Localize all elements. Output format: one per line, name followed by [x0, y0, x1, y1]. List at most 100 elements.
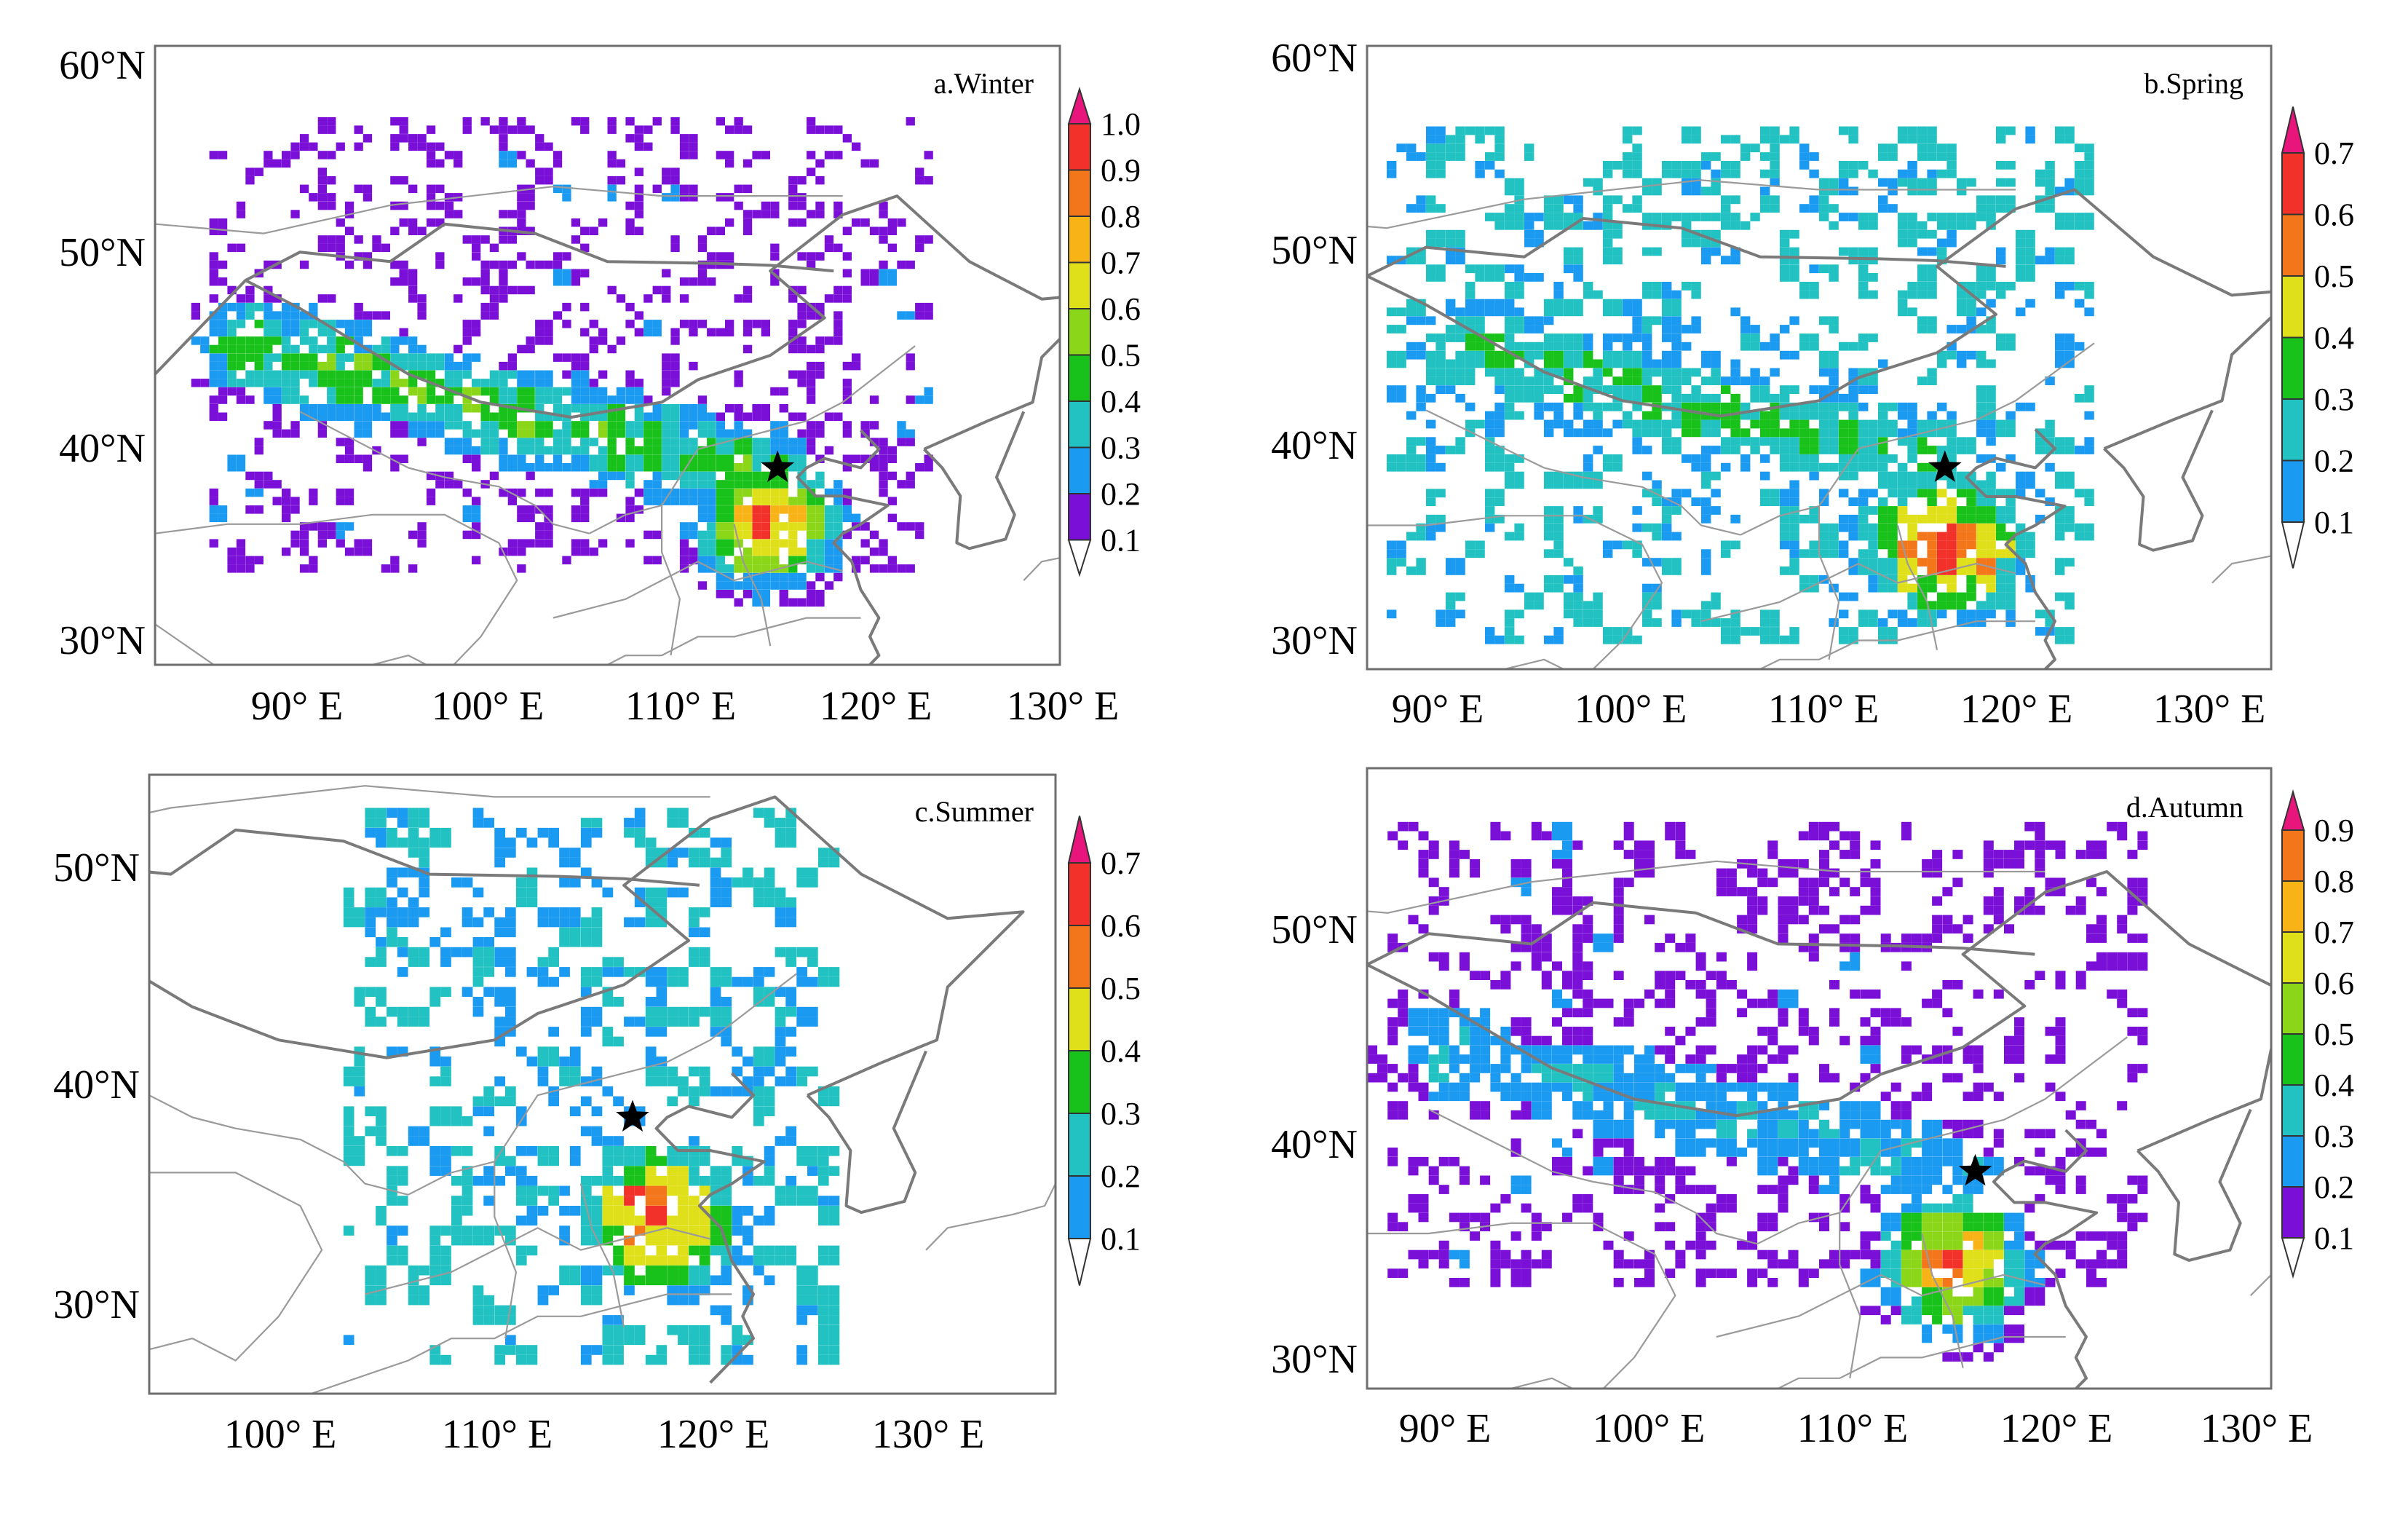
heatmap-cell — [817, 1245, 829, 1256]
heatmap-cell — [797, 572, 807, 582]
lat-tick-label: 60°N — [59, 43, 146, 88]
heatmap-cell — [1435, 359, 1446, 368]
heatmap-cell — [1976, 264, 1987, 274]
heatmap-cell — [716, 581, 725, 590]
heatmap-cell — [569, 1275, 581, 1286]
heatmap-cell — [716, 151, 725, 159]
heatmap-cell — [817, 1354, 829, 1365]
heatmap-cell — [1553, 402, 1564, 411]
heatmap-cell — [429, 1146, 441, 1156]
colorbar-segment — [1068, 446, 1091, 494]
heatmap-cell — [426, 159, 436, 168]
heatmap-cell — [678, 1335, 689, 1345]
heatmap-cell — [689, 1265, 700, 1276]
heatmap-cell — [1888, 609, 1898, 619]
heatmap-cell — [742, 294, 753, 303]
heatmap-cell — [1494, 428, 1505, 438]
heatmap-cell — [634, 1245, 646, 1256]
heatmap-cell — [1552, 1156, 1562, 1166]
receptor-star-winter — [761, 450, 794, 482]
heatmap-cell — [1480, 971, 1491, 980]
heatmap-cell — [1465, 299, 1476, 308]
heatmap-cell — [645, 1066, 657, 1077]
heatmap-cell — [1799, 342, 1810, 351]
heatmap-cell — [1514, 454, 1524, 463]
heatmap-cell — [454, 370, 463, 379]
heatmap-cell — [245, 395, 255, 404]
heatmap-cell — [408, 1285, 419, 1295]
heatmap-cell — [1632, 143, 1642, 153]
heatmap-cell — [1613, 1129, 1624, 1139]
heatmap-cell — [797, 454, 807, 463]
heatmap-cell — [645, 1166, 657, 1176]
heatmap-cell — [734, 125, 743, 134]
heatmap-cell — [761, 564, 770, 573]
heatmap-cell — [689, 1225, 700, 1236]
heatmap-cell — [372, 344, 381, 354]
heatmap-cell — [613, 1245, 624, 1256]
heatmap-cell — [670, 404, 680, 413]
heatmap-cell — [1398, 998, 1409, 1008]
heatmap-cell — [1986, 273, 1996, 282]
heatmap-cell — [1789, 256, 1799, 265]
heatmap-cell — [734, 412, 743, 421]
heatmap-cell — [1612, 540, 1623, 550]
heatmap-cell — [1500, 1027, 1511, 1036]
heatmap-cell — [1534, 238, 1544, 248]
heatmap-cell — [662, 404, 671, 413]
heatmap-cell — [499, 142, 508, 151]
heatmap-cell — [1494, 213, 1505, 221]
heatmap-cell — [788, 328, 798, 337]
heatmap-cell — [1780, 635, 1790, 644]
heatmap-cell — [462, 438, 472, 446]
heatmap-cell — [2005, 558, 2016, 566]
heatmap-cell — [1848, 161, 1858, 170]
heatmap-cell — [775, 1027, 786, 1037]
heatmap-cell — [1593, 1045, 1604, 1055]
heatmap-cell — [1809, 540, 1819, 550]
heatmap-cell — [344, 387, 355, 396]
heatmap-cell — [317, 370, 327, 379]
heatmap-cell — [1898, 213, 1908, 221]
heatmap-cell — [1603, 1064, 1614, 1073]
heatmap-cell — [1612, 247, 1623, 256]
heatmap-cell — [753, 897, 764, 907]
heatmap-cell — [343, 1116, 355, 1126]
heatmap-cell — [1632, 161, 1642, 170]
heatmap-cell — [397, 1196, 408, 1206]
heatmap-cell — [1691, 316, 1701, 325]
heatmap-cell — [879, 539, 888, 548]
heatmap-cell — [1976, 609, 1987, 619]
heatmap-cell — [327, 344, 336, 354]
heatmap-cell — [2005, 489, 2016, 498]
heatmap-cell — [2064, 126, 2075, 135]
heatmap-cell — [734, 471, 743, 481]
heatmap-cell — [1583, 1166, 1593, 1176]
heatmap-cell — [1510, 1017, 1521, 1027]
heatmap-cell — [526, 387, 535, 396]
heatmap-cell — [1398, 1110, 1409, 1120]
heatmap-cell — [667, 1016, 678, 1027]
heatmap-cell — [548, 976, 559, 987]
heatmap-cell — [824, 513, 834, 523]
heatmap-cell — [1593, 609, 1603, 619]
heatmap-cell — [616, 294, 626, 303]
heatmap-cell — [785, 1185, 796, 1196]
heatmap-cell — [725, 252, 734, 261]
heatmap-cell — [842, 269, 852, 277]
heatmap-cell — [562, 193, 571, 202]
heatmap-cell — [1819, 411, 1829, 420]
heatmap-cell — [1593, 446, 1603, 454]
heatmap-cell — [376, 837, 387, 848]
heatmap-cell — [272, 328, 282, 337]
colorbar-segment — [1068, 862, 1091, 926]
heatmap-cell — [1552, 1138, 1562, 1148]
heatmap-cell — [1428, 952, 1439, 962]
heatmap-cell — [245, 311, 255, 320]
heatmap-cell — [483, 1235, 494, 1246]
heatmap-cell — [1750, 368, 1760, 377]
heatmap-cell — [779, 438, 788, 446]
heatmap-cell — [489, 387, 499, 396]
heatmap-cell — [1583, 282, 1593, 291]
heatmap-cell — [1531, 1212, 1542, 1223]
